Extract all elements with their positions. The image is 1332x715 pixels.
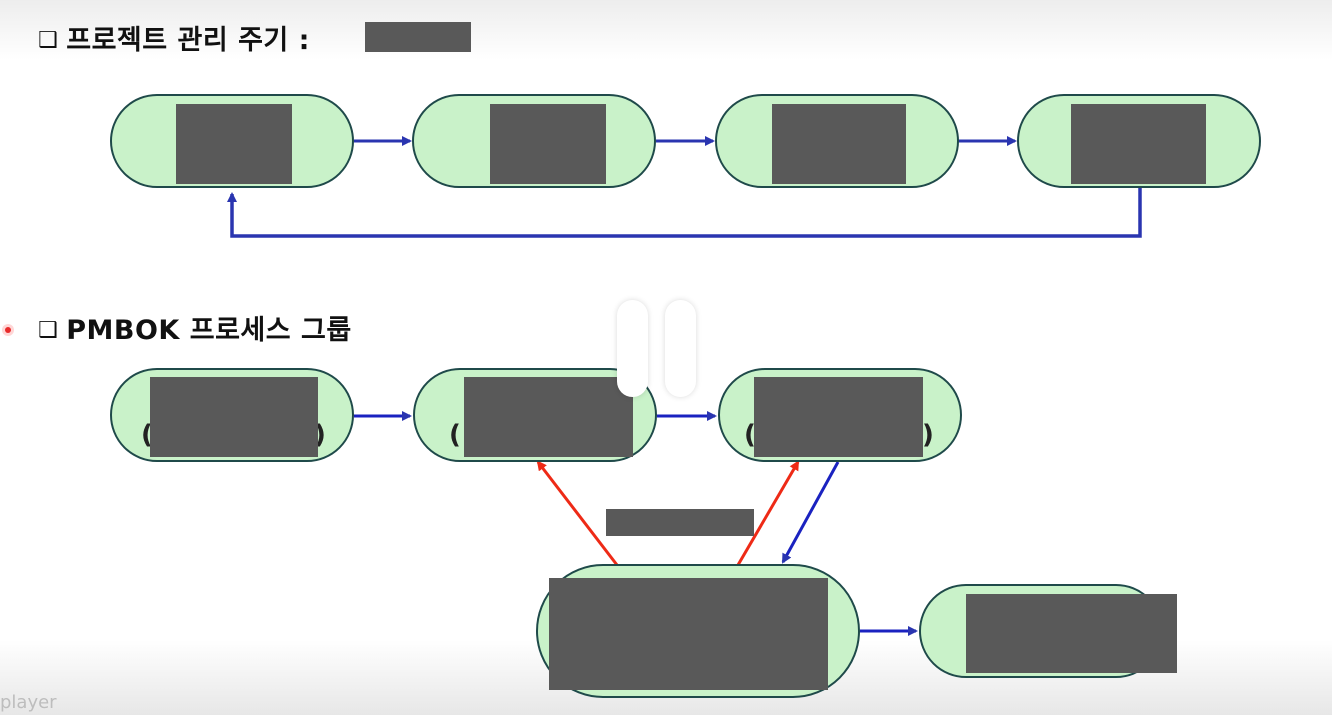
checkbox-bullet-icon: ❑	[38, 318, 59, 343]
paren-open: (	[141, 420, 153, 450]
redacted-label	[1071, 104, 1206, 184]
checkbox-bullet-icon: ❑	[38, 28, 59, 53]
lifecycle-heading-text: 프로젝트 관리 주기 :	[66, 25, 310, 56]
redacted-label	[549, 578, 828, 690]
pause-icon[interactable]	[665, 300, 696, 397]
feedback-arrow-to-planning	[536, 460, 619, 566]
process-arrow-to-control	[781, 461, 840, 564]
record-indicator-icon	[2, 324, 14, 336]
redacted-label	[150, 377, 318, 457]
redacted-label	[966, 594, 1177, 673]
redacted-label	[772, 104, 906, 184]
pause-icon[interactable]	[617, 300, 648, 397]
paren-open: (	[449, 420, 461, 450]
lifecycle-feedback-loop	[227, 188, 1142, 238]
process-groups-heading: ❑ PMBOK 프로세스 그룹	[38, 308, 352, 347]
redacted-label	[464, 377, 633, 457]
lifecycle-heading: ❑ 프로젝트 관리 주기 :	[38, 18, 310, 57]
player-watermark: player	[0, 692, 57, 713]
redacted-feedback-label	[606, 509, 754, 536]
redacted-label	[754, 377, 923, 457]
paren-close: )	[922, 420, 934, 450]
paren-open: (	[744, 420, 756, 450]
redacted-heading-suffix	[365, 22, 471, 52]
paren-close: )	[314, 420, 326, 450]
feedback-arrow-to-execution	[736, 460, 800, 566]
redacted-label	[490, 104, 606, 184]
process-groups-heading-text: PMBOK 프로세스 그룹	[66, 315, 352, 346]
redacted-label	[176, 104, 292, 184]
